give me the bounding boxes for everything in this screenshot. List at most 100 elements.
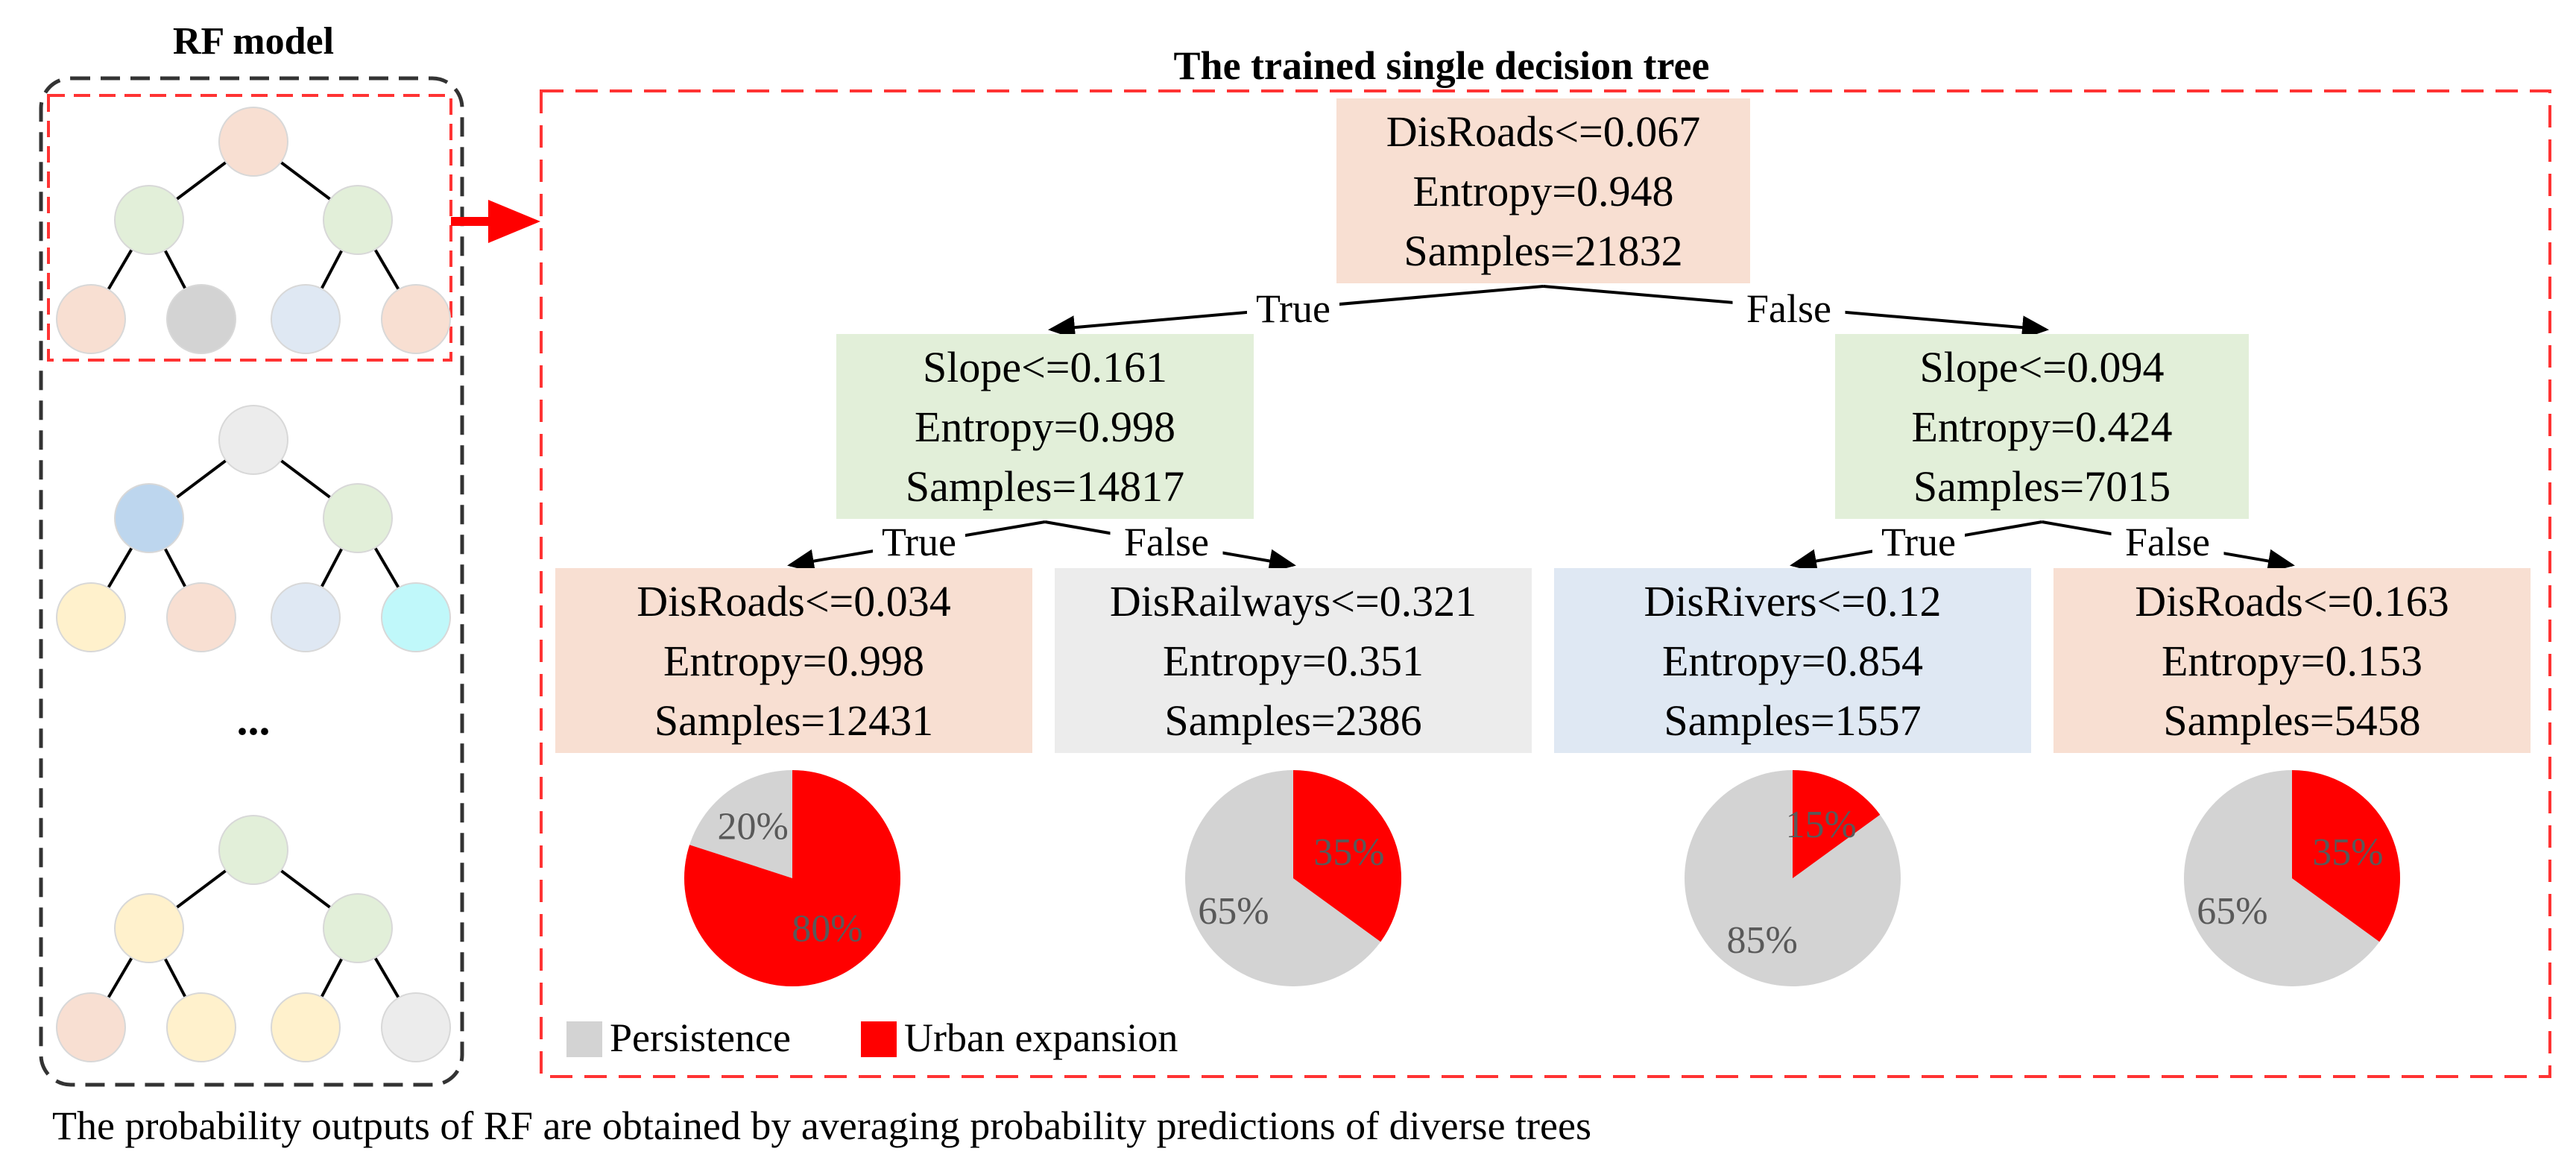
rf-ellipsis: ... bbox=[237, 695, 271, 744]
mini-tree-node bbox=[166, 582, 236, 652]
node-level2-2-line-2: Entropy=0.351 bbox=[1163, 637, 1424, 685]
decision-tree-title: The trained single decision tree bbox=[1174, 43, 1710, 88]
edge-l1b-right-label-bg bbox=[2111, 524, 2224, 564]
node-level2-2-line-1: DisRailways<=0.321 bbox=[1110, 577, 1477, 626]
mini-tree-node bbox=[56, 582, 126, 652]
edge-l1b-right-label: False bbox=[2125, 520, 2210, 564]
mini-tree-3 bbox=[56, 815, 451, 1062]
mini-tree-node bbox=[381, 582, 451, 652]
node-level2-3-line-1: DisRivers<=0.12 bbox=[1644, 577, 1942, 626]
mini-tree-node bbox=[218, 405, 288, 475]
edge-l1a-right-label: False bbox=[1124, 520, 1209, 564]
mini-tree-node bbox=[56, 992, 126, 1062]
node-level2-2-box bbox=[1055, 568, 1532, 753]
selection-arrow bbox=[451, 200, 540, 243]
rf-model-title: RF model bbox=[173, 20, 334, 63]
figure-caption: The probability outputs of RF are obtain… bbox=[52, 1103, 1591, 1148]
node-root-line-1: DisRoads<=0.067 bbox=[1386, 107, 1701, 156]
node-level2-4-line-2: Entropy=0.153 bbox=[2162, 637, 2422, 685]
node-level1-2-line-3: Samples=7015 bbox=[1913, 462, 2171, 511]
node-level1-1-box bbox=[836, 334, 1254, 519]
mini-tree-node bbox=[218, 107, 288, 177]
pie-chart-4: 35% 65% bbox=[2184, 770, 2400, 986]
mini-tree-node bbox=[381, 284, 451, 354]
pie-chart-2: 35% 65% bbox=[1185, 770, 1401, 986]
mini-tree-node bbox=[323, 483, 393, 553]
mini-tree-node bbox=[323, 893, 393, 963]
node-root-line-3: Samples=21832 bbox=[1404, 227, 1682, 275]
rf-model-panel: RF model ... bbox=[39, 20, 464, 1087]
mini-tree-node bbox=[114, 185, 184, 255]
node-level2-4: DisRoads<=0.163 Entropy=0.153 Samples=5458 bbox=[2053, 568, 2531, 753]
mini-tree-node bbox=[114, 483, 184, 553]
decision-tree-border bbox=[540, 89, 2551, 1078]
edge-l1b-left-label-bg bbox=[1872, 524, 1965, 564]
node-level1-2: Slope<=0.094 Entropy=0.424 Samples=7015 bbox=[1835, 334, 2249, 519]
tree-nodes: DisRoads<=0.067 Entropy=0.948 Samples=2183… bbox=[555, 98, 2531, 753]
mini-tree-node bbox=[381, 992, 451, 1062]
edge-root-left-label-bg bbox=[1247, 291, 1339, 331]
mini-tree-node bbox=[323, 185, 393, 255]
node-level2-4-line-1: DisRoads<=0.163 bbox=[2135, 577, 2449, 626]
node-level1-1: Slope<=0.161 Entropy=0.998 Samples=14817 bbox=[836, 334, 1254, 519]
mini-trees bbox=[56, 107, 451, 1062]
mini-tree-node bbox=[166, 284, 236, 354]
node-level2-4-line-3: Samples=5458 bbox=[2163, 696, 2420, 745]
pie-slice-urban-expansion bbox=[1293, 770, 1401, 942]
mini-tree-2 bbox=[56, 405, 451, 652]
node-level2-3-box bbox=[1554, 568, 2031, 753]
mini-tree-node bbox=[218, 815, 288, 885]
node-level1-2-line-2: Entropy=0.424 bbox=[1911, 403, 2172, 451]
node-level2-3-line-3: Samples=1557 bbox=[1664, 696, 1921, 745]
legend-swatch-urban-expansion bbox=[861, 1021, 897, 1057]
edge-l1a-left-label: True bbox=[882, 520, 956, 564]
node-level1-1-line-1: Slope<=0.161 bbox=[923, 343, 1167, 391]
legend-swatch-persistence bbox=[566, 1021, 602, 1057]
mini-tree-node bbox=[271, 284, 341, 354]
selection-arrow-head bbox=[488, 200, 540, 243]
pie-chart-1: 80% 20% bbox=[684, 770, 900, 986]
node-level2-4-box bbox=[2053, 568, 2531, 753]
legend: Persistence Urban expansion bbox=[566, 1015, 1178, 1060]
pie-label-urban-expansion: 15% bbox=[1786, 804, 1857, 846]
edge-root-right-label: False bbox=[1746, 286, 1831, 331]
node-level2-1: DisRoads<=0.034 Entropy=0.998 Samples=1243… bbox=[555, 568, 1032, 753]
pie-slice-urban-expansion bbox=[2292, 770, 2400, 942]
node-level2-2: DisRailways<=0.321 Entropy=0.351 Samples=2… bbox=[1055, 568, 1532, 753]
mini-tree-1 bbox=[56, 107, 451, 354]
node-level2-3-line-2: Entropy=0.854 bbox=[1662, 637, 1923, 685]
rf-model-border bbox=[39, 76, 464, 1087]
legend-label-urban-expansion: Urban expansion bbox=[904, 1015, 1178, 1060]
pie-label-urban-expansion: 80% bbox=[792, 908, 862, 951]
pie-charts: 80% 20% 35% 65% 15% 85% 35% 65% bbox=[684, 770, 2400, 986]
mini-tree-node bbox=[271, 992, 341, 1062]
edge-l1b-left-label: True bbox=[1881, 520, 1956, 564]
pie-slice-urban-expansion bbox=[1793, 770, 1881, 878]
pie-label-urban-expansion: 35% bbox=[1313, 831, 1384, 874]
node-level2-2-line-3: Samples=2386 bbox=[1164, 696, 1421, 745]
node-level2-1-line-3: Samples=12431 bbox=[654, 696, 933, 745]
tree-edges: True False True False True False bbox=[787, 285, 2295, 573]
edge-l1a-right-label-bg bbox=[1110, 524, 1223, 564]
node-level1-1-line-3: Samples=14817 bbox=[906, 462, 1184, 511]
pie-label-persistence: 65% bbox=[1198, 890, 1269, 933]
edge-root-left-label: True bbox=[1256, 286, 1330, 331]
pie-label-persistence: 65% bbox=[2197, 890, 2267, 933]
pie-chart-3: 15% 85% bbox=[1685, 770, 1901, 986]
pie-slice-urban-expansion bbox=[684, 770, 900, 986]
node-root-line-2: Entropy=0.948 bbox=[1412, 167, 1673, 215]
node-level2-1-line-1: DisRoads<=0.034 bbox=[637, 577, 951, 626]
node-root-box bbox=[1336, 98, 1750, 283]
node-level2-1-box bbox=[555, 568, 1032, 753]
decision-tree-panel: The trained single decision tree True Fal… bbox=[540, 43, 2551, 1078]
node-level2-1-line-2: Entropy=0.998 bbox=[663, 637, 924, 685]
node-level1-2-line-1: Slope<=0.094 bbox=[1919, 343, 2164, 391]
legend-label-persistence: Persistence bbox=[610, 1015, 791, 1060]
edge-l1a-left-label-bg bbox=[873, 524, 965, 564]
pie-label-persistence: 20% bbox=[717, 805, 788, 848]
mini-tree-node bbox=[271, 582, 341, 652]
mini-tree-node bbox=[114, 893, 184, 963]
pie-label-urban-expansion: 35% bbox=[2312, 831, 2383, 874]
node-root: DisRoads<=0.067 Entropy=0.948 Samples=2183… bbox=[1336, 98, 1750, 283]
